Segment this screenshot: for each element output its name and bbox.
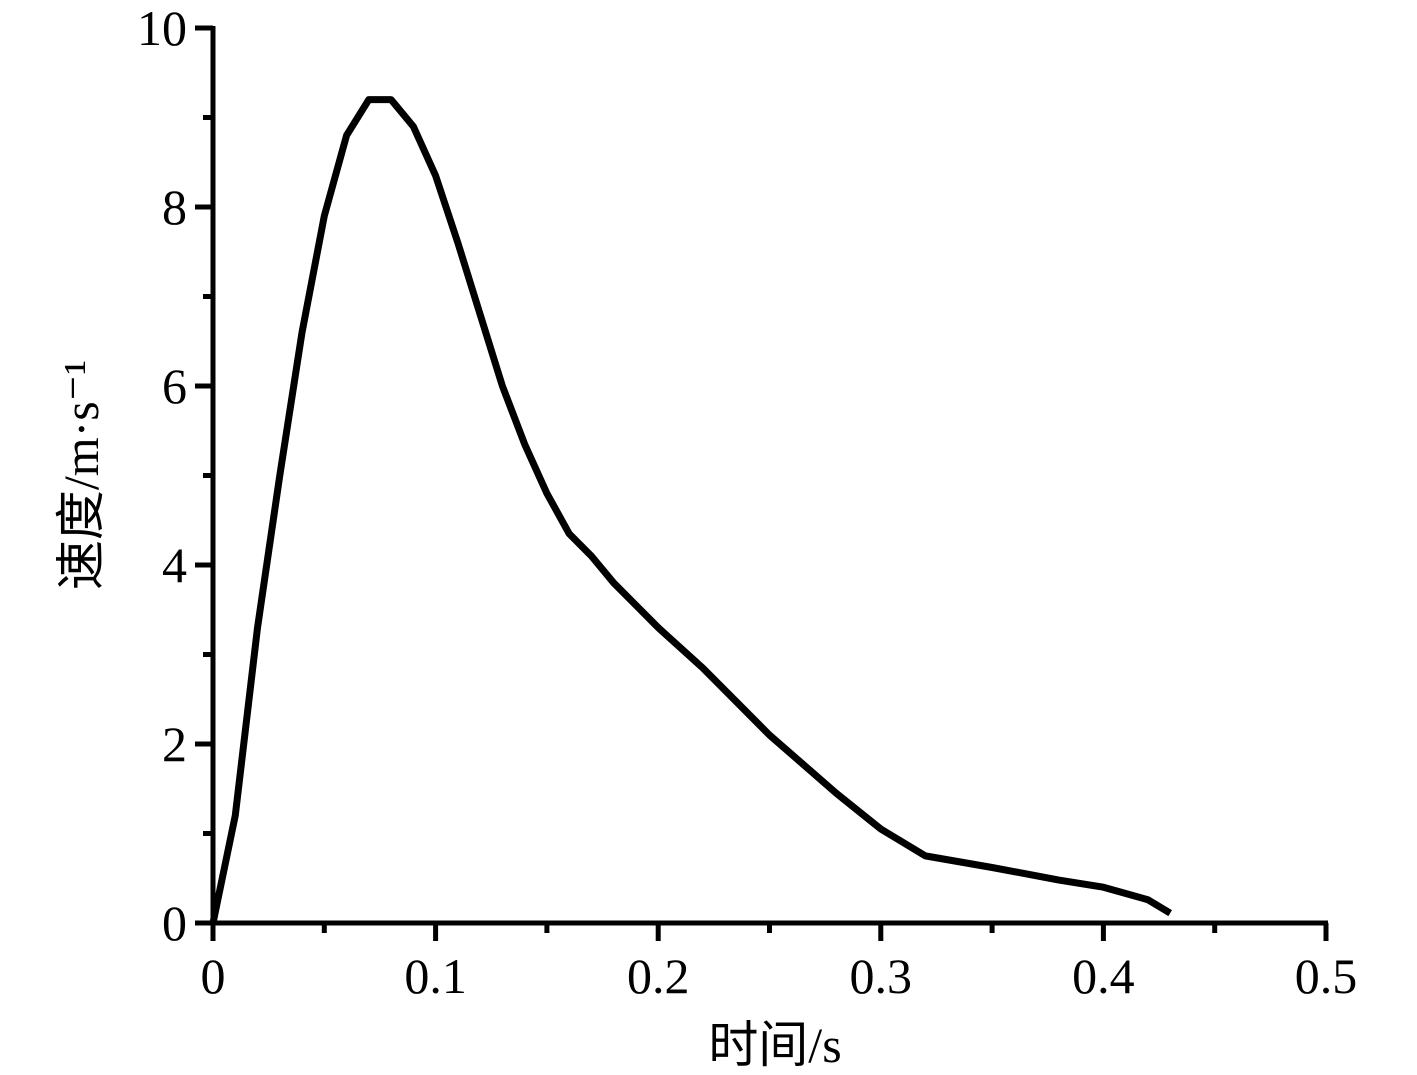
x-tick-label: 0.2 — [627, 948, 690, 1004]
x-tick-label: 0.3 — [850, 948, 913, 1004]
y-tick-label: 10 — [137, 0, 187, 56]
x-tick-label: 0.5 — [1295, 948, 1358, 1004]
data-line — [209, 96, 1172, 924]
y-tick-label: 0 — [162, 895, 187, 951]
y-axis-label: 速度/m·s⁻¹ — [53, 360, 109, 590]
x-tick-label: 0.4 — [1072, 948, 1135, 1004]
y-tick-label: 8 — [162, 179, 187, 235]
y-tick-label: 6 — [162, 358, 187, 414]
x-tick-label: 0.1 — [404, 948, 467, 1004]
y-tick-label: 4 — [162, 537, 187, 593]
x-axis-label: 时间/s — [708, 1017, 841, 1073]
y-tick-label: 2 — [162, 716, 187, 772]
x-tick-label: 0 — [201, 948, 226, 1004]
